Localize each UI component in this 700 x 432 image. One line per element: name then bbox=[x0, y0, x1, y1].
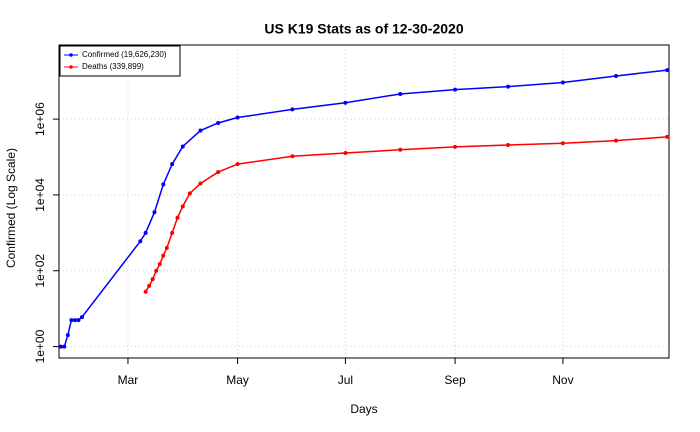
data-point bbox=[560, 80, 565, 85]
data-point bbox=[398, 91, 403, 96]
x-tick-label: Sep bbox=[444, 373, 466, 387]
data-point bbox=[138, 239, 143, 244]
data-point bbox=[150, 277, 155, 282]
plot-frame bbox=[58, 44, 670, 359]
data-point bbox=[235, 162, 240, 167]
data-point bbox=[343, 100, 348, 105]
chart-title: US K19 Stats as of 12-30-2020 bbox=[264, 21, 463, 37]
data-point bbox=[187, 191, 192, 196]
legend: Confirmed (19,626,230) Deaths (339,899) bbox=[59, 45, 181, 77]
series-line bbox=[60, 69, 668, 348]
data-point bbox=[175, 215, 180, 220]
legend-marker bbox=[69, 65, 73, 69]
data-point bbox=[170, 162, 175, 167]
x-axis-label: Days bbox=[350, 402, 377, 416]
data-point bbox=[65, 333, 70, 338]
legend-marker bbox=[69, 53, 73, 57]
data-point bbox=[198, 128, 203, 133]
data-point bbox=[161, 253, 166, 258]
data-point bbox=[216, 170, 221, 175]
data-point bbox=[613, 138, 618, 143]
data-point bbox=[343, 150, 348, 155]
legend-box bbox=[59, 45, 181, 77]
data-point bbox=[453, 144, 458, 149]
data-point bbox=[235, 115, 240, 120]
data-point bbox=[152, 210, 157, 215]
data-point bbox=[665, 68, 670, 73]
data-point bbox=[147, 283, 152, 288]
data-point bbox=[560, 141, 565, 146]
data-point bbox=[143, 230, 148, 235]
x-tick-label: Mar bbox=[118, 373, 139, 387]
y-tick-label: 1e+02 bbox=[33, 254, 47, 288]
data-point bbox=[216, 120, 221, 125]
y-tick-label: 1e+04 bbox=[33, 178, 47, 212]
data-point bbox=[290, 107, 295, 112]
legend-label: Confirmed (19,626,230) bbox=[82, 50, 167, 59]
data-point bbox=[665, 134, 670, 139]
data-point bbox=[613, 73, 618, 78]
data-point bbox=[506, 142, 511, 147]
data-point bbox=[180, 204, 185, 209]
x-tick-label: Jul bbox=[338, 373, 353, 387]
data-point bbox=[157, 262, 162, 267]
data-point bbox=[62, 344, 67, 349]
y-tick-label: 1e+00 bbox=[33, 329, 47, 363]
data-point bbox=[506, 84, 511, 89]
data-point bbox=[290, 154, 295, 159]
data-point bbox=[170, 230, 175, 235]
data-point bbox=[69, 318, 74, 323]
data-point bbox=[154, 268, 159, 273]
data-point bbox=[453, 87, 458, 92]
data-point bbox=[161, 182, 166, 187]
legend-label: Deaths (339,899) bbox=[82, 62, 144, 71]
x-tick-label: Nov bbox=[552, 373, 573, 387]
data-point bbox=[76, 318, 81, 323]
data-point bbox=[180, 144, 185, 149]
y-tick-label: 1e+06 bbox=[33, 102, 47, 136]
data-point bbox=[79, 315, 84, 320]
data-point bbox=[198, 181, 203, 186]
y-axis-label: Confirmed (Log Scale) bbox=[4, 148, 18, 268]
data-point bbox=[72, 318, 77, 323]
x-tick-label: May bbox=[226, 373, 249, 387]
data-point bbox=[398, 147, 403, 152]
data-point bbox=[143, 289, 148, 294]
data-point bbox=[58, 344, 63, 349]
series-line bbox=[144, 136, 668, 293]
data-point bbox=[164, 245, 169, 250]
